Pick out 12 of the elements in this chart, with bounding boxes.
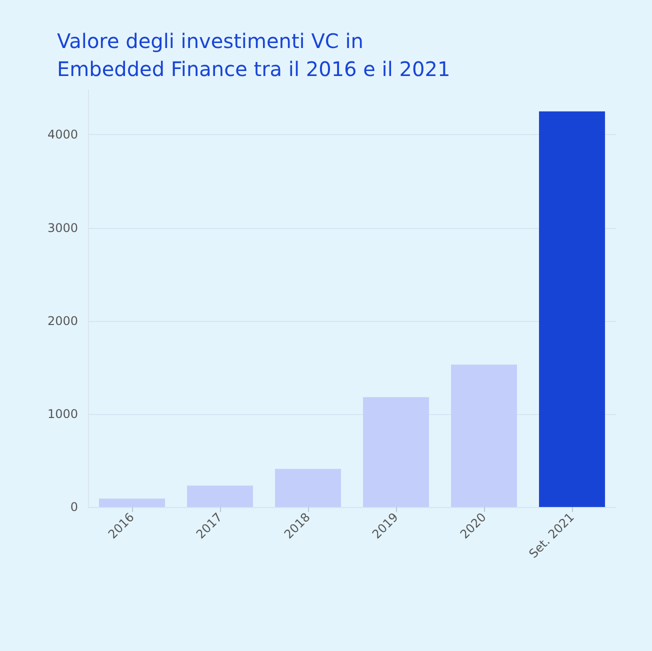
y-tick-label: 0	[70, 500, 78, 514]
bar	[99, 498, 165, 507]
chart-title: Valore degli investimenti VC in Embedded Finance tra il 2016 e il 2021	[57, 29, 450, 81]
bar	[187, 486, 253, 507]
y-tick-label: 2000	[47, 314, 78, 328]
y-tick-label: 3000	[47, 220, 78, 235]
bar	[539, 111, 605, 507]
y-tick-label: 1000	[47, 406, 78, 421]
bar	[363, 397, 429, 507]
bar	[451, 364, 517, 507]
bar	[275, 468, 341, 507]
y-tick-label: 4000	[47, 128, 78, 142]
